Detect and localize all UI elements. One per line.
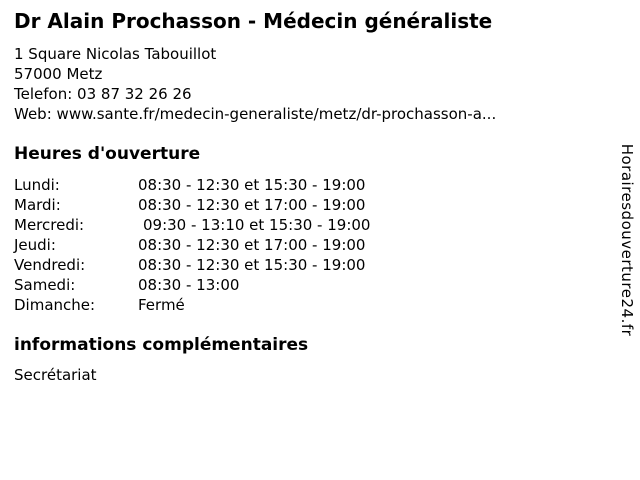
extra-info-heading: informations complémentaires [14,335,309,355]
page-title: Dr Alain Prochasson - Médecin généralist… [14,9,493,33]
hours-day: Vendredi: [14,256,86,274]
hours-time: 09:30 - 13:10 et 15:30 - 19:00 [143,216,371,234]
hours-row-thursday: Jeudi: 08:30 - 12:30 et 17:00 - 19:00 [14,235,600,255]
opening-hours-heading: Heures d'ouverture [14,144,201,164]
hours-day: Lundi: [14,176,60,194]
phone-label: Telefon: [14,85,73,103]
hours-day: Mercredi: [14,216,85,234]
phone-line: Telefon: 03 87 32 26 26 [14,84,600,104]
web-line: Web: www.sante.fr/medecin-generaliste/me… [14,104,600,124]
hours-day: Samedi: [14,276,76,294]
hours-time: 08:30 - 12:30 et 17:00 - 19:00 [138,236,366,254]
extra-info-text: Secrétariat [14,366,97,384]
hours-row-sunday: Dimanche: Fermé [14,295,600,315]
phone-number: 03 87 32 26 26 [77,85,192,103]
hours-row-wednesday: Mercredi: 09:30 - 13:10 et 15:30 - 19:00 [14,215,600,235]
hours-day: Jeudi: [14,236,56,254]
main-content: Dr Alain Prochasson - Médecin généralist… [14,9,600,384]
web-label: Web: [14,105,52,123]
address-city: 57000 Metz [14,65,103,83]
site-watermark: Horairesdouverture24.fr [618,143,636,337]
hours-time: 08:30 - 12:30 et 15:30 - 19:00 [138,176,366,194]
hours-row-monday: Lundi: 08:30 - 12:30 et 15:30 - 19:00 [14,175,600,195]
hours-time: 08:30 - 12:30 et 17:00 - 19:00 [138,196,366,214]
hours-time: Fermé [138,296,185,314]
hours-row-tuesday: Mardi: 08:30 - 12:30 et 17:00 - 19:00 [14,195,600,215]
hours-day: Mardi: [14,196,61,214]
address-street: 1 Square Nicolas Tabouillot [14,45,217,63]
web-url-link[interactable]: www.sante.fr/medecin-generaliste/metz/dr… [56,105,497,123]
hours-row-saturday: Samedi: 08:30 - 13:00 [14,275,600,295]
hours-row-friday: Vendredi: 08:30 - 12:30 et 15:30 - 19:00 [14,255,600,275]
contact-block: 1 Square Nicolas Tabouillot 57000 Metz T… [14,44,600,124]
hours-time: 08:30 - 12:30 et 15:30 - 19:00 [138,256,366,274]
opening-hours-table: Lundi: 08:30 - 12:30 et 15:30 - 19:00 Mar… [14,175,600,315]
hours-day: Dimanche: [14,296,96,314]
hours-time: 08:30 - 13:00 [138,276,240,294]
